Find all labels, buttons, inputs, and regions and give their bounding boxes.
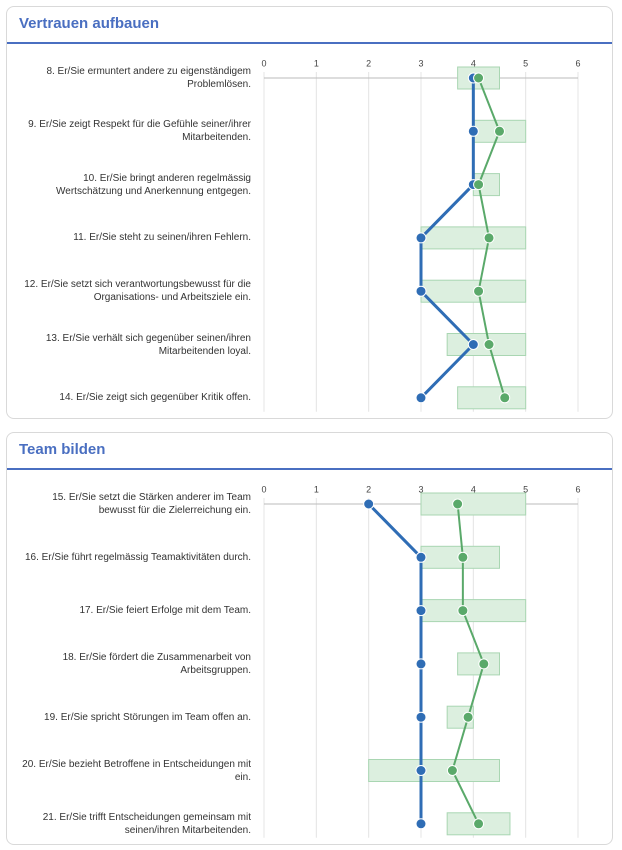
- x-tick-label: 1: [314, 58, 319, 68]
- header-rule: [7, 468, 612, 470]
- chart: 0 1 2 3 4 5 6: [261, 484, 581, 838]
- range-box: [420, 492, 527, 516]
- x-tick-label: 0: [261, 58, 266, 68]
- dot: [415, 658, 427, 670]
- x-tick-label: 1: [314, 484, 319, 494]
- card: Vertrauen aufbauen 0 1 2 3 4 5 6 8. Er/Sie ermun…: [6, 6, 613, 419]
- x-tick-label: 2: [366, 484, 371, 494]
- row-label: 9. Er/Sie zeigt Respekt für die Gefühle …: [28, 119, 251, 144]
- range-box: [457, 386, 527, 410]
- x-tick-label: 4: [471, 484, 476, 494]
- dot: [415, 818, 427, 830]
- dot: [415, 711, 427, 723]
- dot: [457, 605, 469, 617]
- card-title: Team bilden: [19, 441, 106, 458]
- chart: 0 1 2 3 4 5 6: [261, 58, 581, 412]
- dot: [483, 232, 495, 244]
- range-box: [420, 599, 527, 623]
- row-label: 19. Er/Sie spricht Störungen im Team off…: [44, 711, 251, 723]
- row-label: 18. Er/Sie fördert die Zusammenarbeit vo…: [62, 651, 251, 676]
- dot: [467, 339, 479, 350]
- x-tick-label: 6: [575, 58, 580, 68]
- x-tick-label: 4: [471, 58, 476, 68]
- x-tick-label: 6: [575, 484, 580, 494]
- dot: [494, 125, 505, 137]
- dot: [473, 72, 485, 84]
- dot: [446, 765, 458, 776]
- x-tick-label: 5: [523, 58, 528, 68]
- dot: [415, 551, 427, 563]
- card: Team bilden 0 1 2 3 4 5 6 15. Er/Sie setzt die S…: [6, 432, 613, 845]
- dot: [415, 285, 427, 297]
- dot: [462, 711, 474, 723]
- row-label: 15. Er/Sie setzt die Stärken anderer im …: [52, 492, 251, 516]
- row-label: 14. Er/Sie zeigt sich gegenüber Kritik o…: [59, 392, 251, 404]
- dot: [415, 765, 427, 776]
- x-tick-label: 5: [523, 484, 528, 494]
- row-label: 16. Er/Sie führt regelmässig Teamaktivit…: [24, 551, 251, 563]
- x-tick-label: 2: [366, 58, 371, 68]
- dot: [415, 392, 427, 404]
- dot: [478, 658, 490, 670]
- row-label: 21. Er/Sie trifft Entscheidungen gemeins…: [42, 811, 251, 836]
- dot: [457, 551, 469, 563]
- row-label: 20. Er/Sie bezieht Betroffene in Entsche…: [22, 758, 251, 783]
- dot: [415, 232, 427, 244]
- card-title: Vertrauen aufbauen: [19, 15, 160, 32]
- row-label: 12. Er/Sie setzt sich verantwortungsbewu…: [24, 279, 251, 304]
- dot: [467, 125, 479, 137]
- row-label: 11. Er/Sie steht zu seinen/ihren Fehlern…: [73, 232, 251, 244]
- row-label: 8. Er/Sie ermuntert andere zu eigenständ…: [46, 66, 251, 90]
- row-label: 13. Er/Sie verhält sich gegenüber seinen…: [45, 332, 251, 357]
- dot: [473, 285, 485, 297]
- dot: [452, 498, 464, 510]
- x-tick-label: 3: [418, 58, 423, 68]
- range-box: [420, 226, 527, 250]
- dot: [499, 392, 511, 404]
- range-box: [368, 759, 500, 782]
- dot: [415, 605, 427, 617]
- row-label: 17. Er/Sie feiert Erfolge mit dem Team.: [79, 605, 251, 617]
- row-label: 10. Er/Sie bringt anderen regelmässig We…: [56, 172, 251, 197]
- x-tick-label: 0: [261, 484, 266, 494]
- header-rule: [7, 42, 612, 44]
- dot: [473, 179, 485, 191]
- dot: [363, 498, 375, 510]
- dot: [473, 818, 485, 830]
- x-tick-label: 3: [418, 484, 423, 494]
- dot: [483, 339, 495, 350]
